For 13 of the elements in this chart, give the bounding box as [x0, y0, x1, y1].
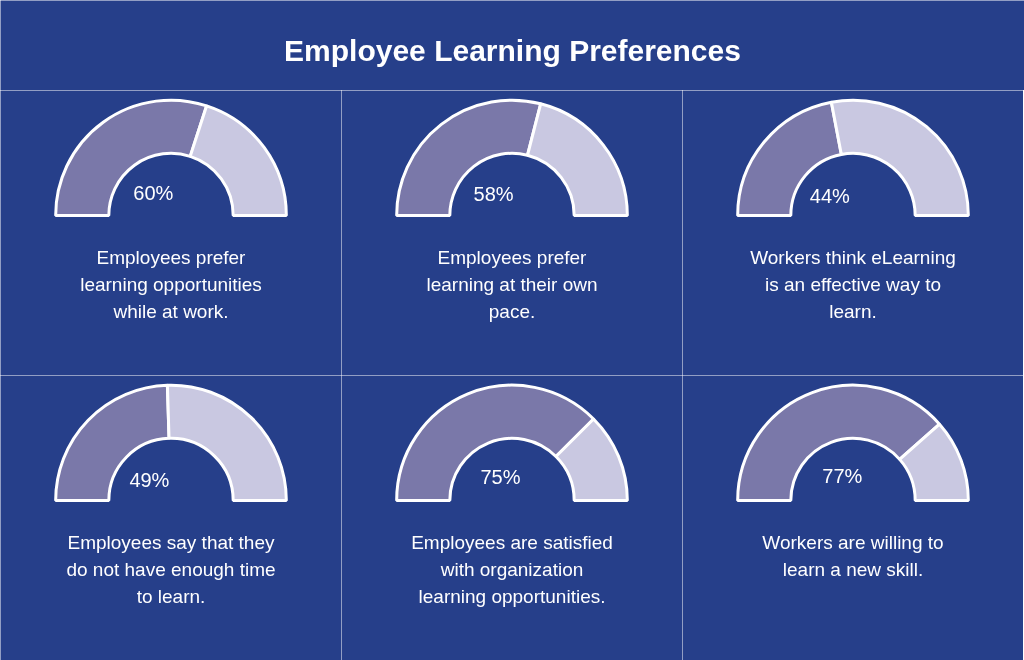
text: Workers think eLearning is an effective way to learn. — [750, 247, 956, 322]
text: Employees are satisfied with organization learning opportunities. — [411, 532, 613, 607]
data-label: 49% — [129, 469, 170, 492]
text: Employees prefer learning opportunities while at work. — [80, 247, 262, 322]
data-label: 60% — [133, 182, 174, 205]
text: Workers are willing to learn a new skill. — [762, 532, 944, 580]
data-label: 77% — [822, 465, 863, 488]
text: Employees say that they do not have enough time to learn. — [66, 532, 276, 607]
data-label: 75% — [480, 465, 521, 488]
text: Employees prefer learning at their own pace. — [426, 247, 598, 322]
data-label: 44% — [809, 184, 851, 207]
text: Employee Learning Preferences — [284, 33, 741, 67]
data-label: 58% — [473, 182, 514, 205]
